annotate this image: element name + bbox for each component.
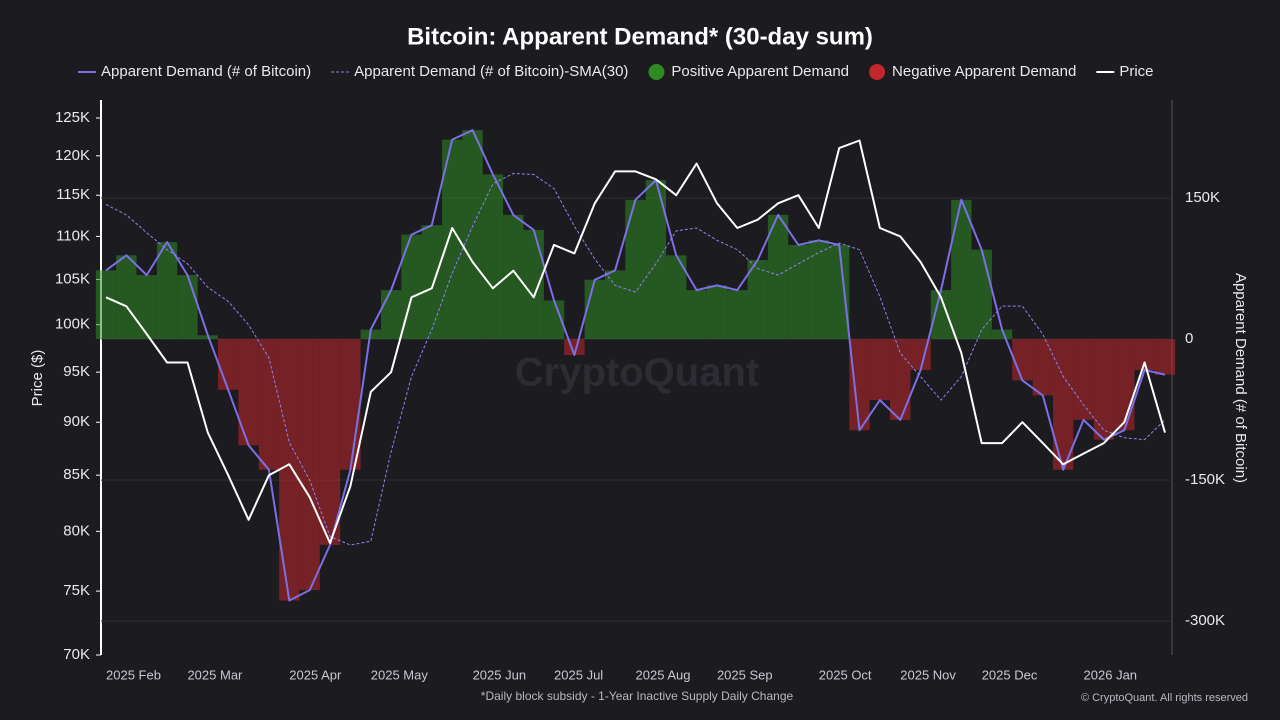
demand-bar (1114, 339, 1135, 431)
legend-label: Apparent Demand (# of Bitcoin) (101, 63, 311, 80)
legend-item: Price (1096, 63, 1154, 80)
demand-bar (177, 275, 198, 340)
demand-bar (767, 214, 789, 340)
x-tick-label: 2025 May (371, 667, 429, 682)
y2-tick-label: 0 (1185, 330, 1193, 347)
demand-bar (421, 225, 443, 340)
y-tick-label: 120K (55, 147, 90, 164)
demand-bar (828, 244, 850, 340)
demand-bar (849, 339, 870, 431)
demand-bar (1134, 339, 1155, 371)
demand-bar (727, 290, 748, 340)
demand-bar (116, 255, 137, 340)
y2-tick-label: -300K (1185, 612, 1225, 629)
sma-line (105, 173, 1166, 546)
legend-item: Negative Apparent Demand (869, 63, 1076, 80)
demand-bar (890, 339, 911, 420)
series-line (105, 139, 1166, 544)
y2-tick-label: -150K (1185, 471, 1225, 488)
watermark: CryptoQuant (515, 351, 759, 395)
x-tick-label: 2026 Jan (1084, 667, 1138, 682)
demand-bar (380, 290, 402, 340)
y-tick-label: 95K (63, 363, 90, 380)
legend-swatch (648, 64, 665, 80)
legend-item: Positive Apparent Demand (648, 63, 849, 80)
demand-bar (1154, 339, 1176, 375)
y-tick-label: 70K (63, 646, 90, 663)
demand-bar (645, 180, 667, 340)
demand-bar (706, 285, 728, 340)
y-tick-label: 100K (55, 316, 90, 333)
demand-bar (808, 240, 829, 340)
demand-bar (604, 270, 626, 340)
demand-bar (1073, 339, 1094, 420)
demand-bar (666, 255, 687, 340)
demand-bar (869, 339, 891, 401)
legend-label: Apparent Demand (# of Bitcoin)-SMA(30) (354, 63, 628, 80)
demand-bar (686, 290, 707, 340)
demand-bar (503, 214, 524, 340)
x-tick-label: 2025 Apr (289, 667, 342, 682)
footnote: *Daily block subsidy - 1-Year Inactive S… (481, 689, 794, 703)
demand-bar (788, 244, 809, 340)
demand-bar (136, 275, 157, 340)
y-tick-label: 105K (55, 270, 90, 287)
demand-bar (523, 229, 544, 340)
x-tick-label: 2025 Feb (106, 667, 161, 682)
y-tick-label: 125K (55, 109, 90, 126)
x-tick-label: 2025 Jul (554, 667, 603, 682)
chart-title: Bitcoin: Apparent Demand* (30-day sum) (407, 23, 873, 50)
demand-bar (95, 270, 117, 340)
series-line (105, 129, 1166, 602)
demand-bar (442, 139, 463, 340)
y-tick-label: 85K (63, 466, 90, 483)
legend-item: Apparent Demand (# of Bitcoin) (78, 63, 311, 80)
demand-bar (1093, 339, 1115, 440)
demand-bar (951, 199, 972, 340)
y-axis-title: Price ($) (29, 350, 46, 407)
y-tick-label: 110K (56, 227, 90, 244)
demand-bar (218, 339, 239, 390)
legend-label: Positive Apparent Demand (671, 63, 849, 80)
copyright: © CryptoQuant. All rights reserved (1081, 692, 1248, 704)
x-tick-label: 2025 Sep (717, 667, 773, 682)
legend-label: Negative Apparent Demand (892, 63, 1076, 80)
y-tick-label: 90K (63, 413, 90, 430)
x-tick-label: 2025 Dec (982, 667, 1038, 682)
y-tick-label: 75K (63, 582, 90, 599)
y-tick-label: 115K (56, 186, 90, 203)
demand-bar (747, 260, 768, 340)
legend-swatch (869, 64, 886, 80)
demand-bar (1052, 339, 1074, 470)
y2-axis-title: Apparent Demand (# of Bitcoin) (1232, 273, 1249, 483)
demand-bar (319, 339, 341, 545)
y-tick-label: 80K (63, 522, 90, 539)
demand-bar (991, 329, 1013, 340)
x-tick-label: 2025 Nov (900, 667, 956, 682)
demand-bar (258, 339, 280, 470)
demand-bar (625, 199, 646, 340)
legend-label: Price (1119, 63, 1153, 80)
demand-bar (462, 130, 483, 340)
demand-bar (1032, 339, 1053, 396)
demand-bar (299, 339, 320, 591)
demand-bar (156, 242, 178, 340)
demand-bar (971, 249, 992, 340)
y2-tick-label: 150K (1185, 189, 1220, 206)
x-tick-label: 2025 Mar (187, 667, 243, 682)
demand-bar (584, 279, 605, 340)
demand-bar (238, 339, 259, 446)
demand-bar (930, 290, 952, 340)
demand-bar (1012, 339, 1033, 381)
demand-bar (543, 300, 565, 340)
x-tick-label: 2025 Jun (473, 667, 526, 682)
x-tick-label: 2025 Aug (636, 667, 691, 682)
demand-bar (279, 339, 300, 601)
demand-bar (482, 174, 504, 340)
legend-item: Apparent Demand (# of Bitcoin)-SMA(30) (331, 63, 628, 80)
x-tick-label: 2025 Oct (819, 667, 872, 682)
